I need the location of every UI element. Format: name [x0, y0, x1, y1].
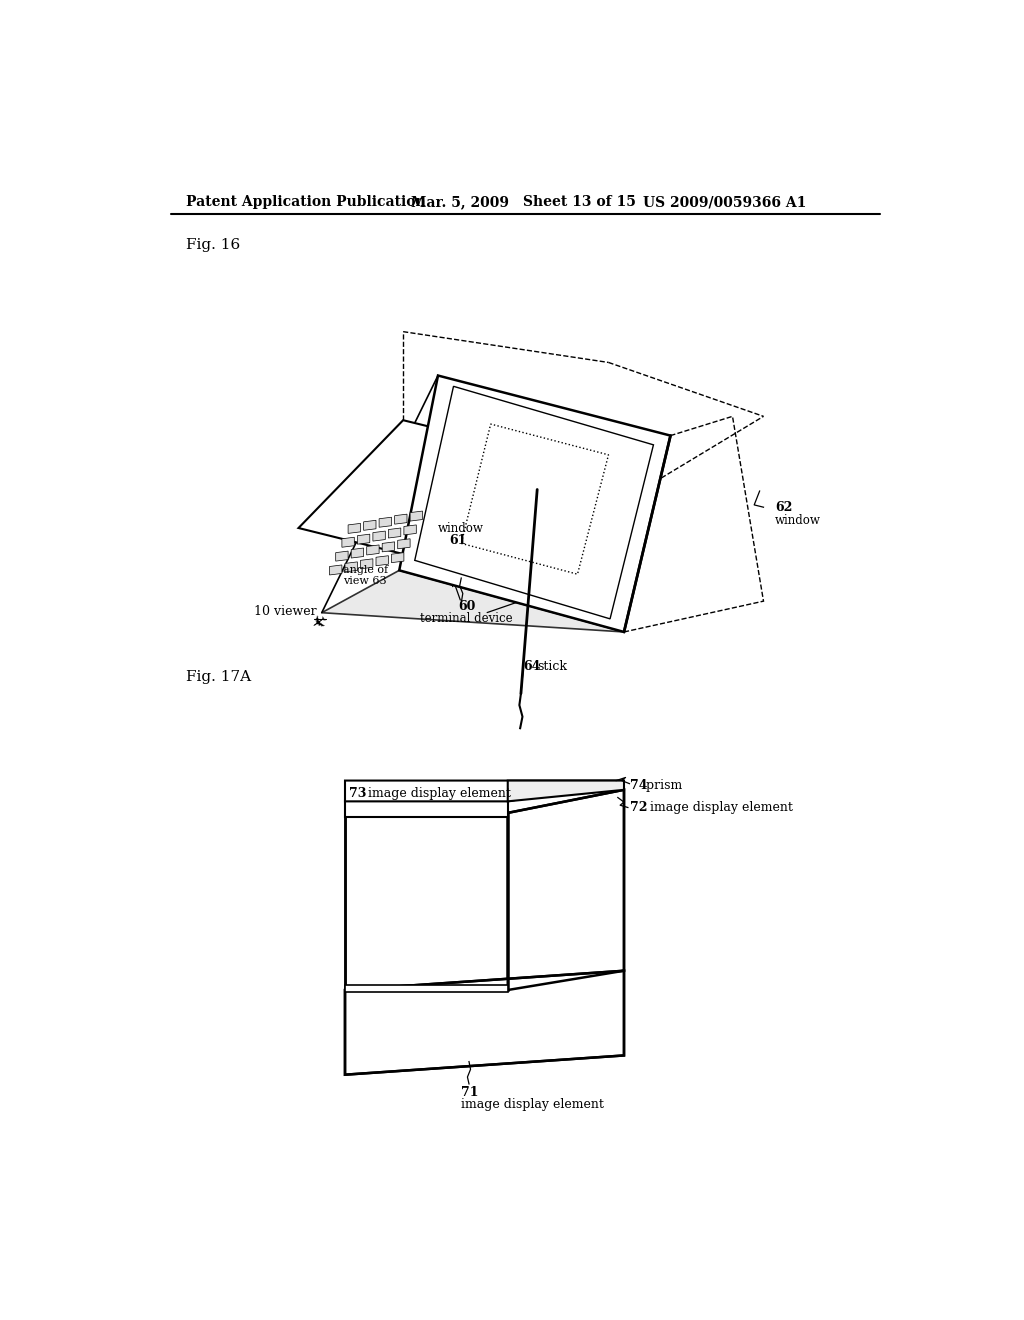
Text: 71: 71	[461, 1086, 479, 1100]
Text: ʾ: ʾ	[473, 1086, 476, 1096]
Text: Patent Application Publication: Patent Application Publication	[186, 195, 426, 209]
Polygon shape	[330, 565, 342, 576]
Polygon shape	[345, 970, 624, 1074]
Polygon shape	[388, 528, 400, 539]
Polygon shape	[345, 801, 508, 817]
Polygon shape	[367, 545, 379, 554]
Polygon shape	[415, 387, 653, 619]
Polygon shape	[345, 985, 508, 993]
Polygon shape	[394, 515, 407, 524]
Polygon shape	[410, 511, 423, 521]
Text: image display element: image display element	[642, 801, 793, 814]
Text: stick: stick	[538, 660, 567, 673]
Polygon shape	[376, 556, 388, 566]
Polygon shape	[382, 543, 394, 552]
Polygon shape	[357, 535, 370, 544]
Polygon shape	[391, 553, 403, 562]
Polygon shape	[299, 420, 655, 590]
Polygon shape	[403, 525, 417, 535]
Text: Fig. 17A: Fig. 17A	[186, 669, 251, 684]
Text: image display element: image display element	[461, 1098, 604, 1111]
Polygon shape	[348, 524, 360, 533]
Polygon shape	[379, 517, 391, 527]
Text: 10 viewer: 10 viewer	[254, 605, 316, 618]
Polygon shape	[342, 537, 354, 548]
Text: terminal device: terminal device	[421, 612, 513, 626]
Text: Sheet 13 of 15: Sheet 13 of 15	[523, 195, 636, 209]
Text: 62: 62	[775, 500, 793, 513]
Text: window: window	[775, 513, 821, 527]
Polygon shape	[508, 789, 624, 990]
Text: 61: 61	[450, 533, 467, 546]
Polygon shape	[399, 376, 671, 632]
Text: window: window	[438, 521, 484, 535]
Text: US 2009/0059366 A1: US 2009/0059366 A1	[643, 195, 807, 209]
Polygon shape	[508, 780, 624, 801]
Polygon shape	[351, 548, 364, 558]
Text: 64: 64	[523, 660, 541, 673]
Polygon shape	[345, 780, 624, 801]
Polygon shape	[397, 539, 410, 549]
Text: Mar. 5, 2009: Mar. 5, 2009	[411, 195, 509, 209]
Text: 60: 60	[458, 601, 475, 612]
Polygon shape	[322, 570, 624, 632]
Text: Fig. 16: Fig. 16	[186, 238, 241, 252]
Polygon shape	[345, 813, 508, 990]
Text: 74: 74	[630, 779, 648, 792]
Text: image display element: image display element	[365, 787, 511, 800]
Text: angle of: angle of	[343, 565, 388, 576]
Polygon shape	[336, 552, 348, 561]
Text: ✈: ✈	[304, 607, 327, 631]
Text: 73: 73	[349, 787, 367, 800]
Polygon shape	[345, 562, 357, 572]
Text: view 63: view 63	[343, 576, 386, 586]
Text: prism: prism	[642, 779, 682, 792]
Polygon shape	[360, 558, 373, 569]
Polygon shape	[373, 531, 385, 541]
Polygon shape	[364, 520, 376, 531]
Text: 72: 72	[630, 801, 648, 814]
